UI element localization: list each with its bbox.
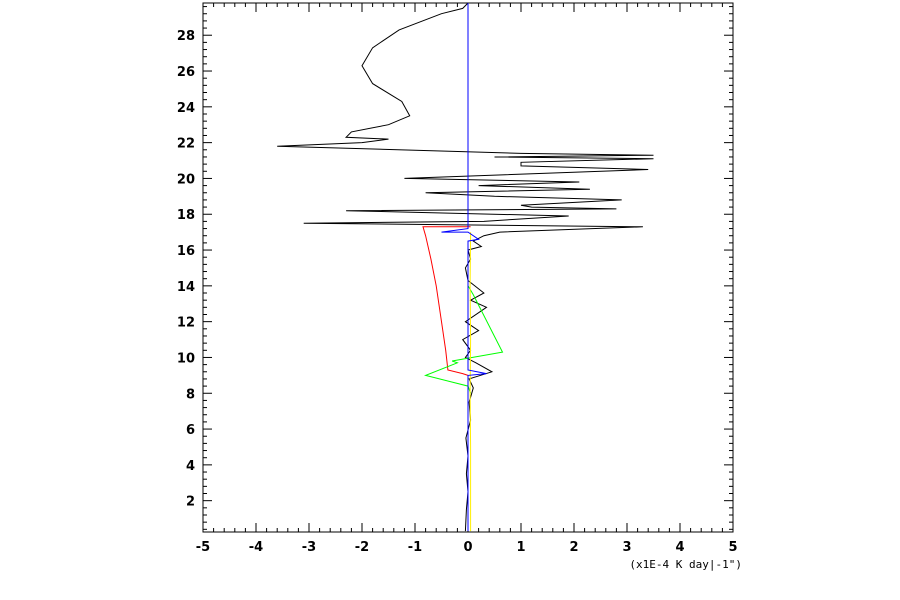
x-tick-label: 1	[516, 540, 525, 555]
y-tick-label: 12	[177, 316, 195, 331]
x-tick-label: -2	[355, 540, 369, 555]
y-tick-label: 24	[177, 101, 195, 116]
y-tick-label: 16	[177, 244, 195, 259]
x-tick-label: -1	[408, 540, 422, 555]
y-tick-label: 28	[177, 29, 195, 44]
series-line-4	[441, 3, 487, 532]
x-axis-unit-label: (x1E-4 K day|-1")	[629, 558, 742, 571]
x-tick-label: 4	[675, 540, 684, 555]
series-line-0	[277, 3, 654, 532]
series-line-2	[423, 285, 504, 394]
y-tick-label: 8	[186, 387, 195, 402]
y-tick-label: 22	[177, 137, 195, 152]
x-tick-label: 3	[622, 540, 631, 555]
y-tick-label: 18	[177, 208, 195, 223]
x-tick-label: 2	[569, 540, 578, 555]
x-ticks: -5 -4 -3 -2 -1 0 1 2 3 4 5	[196, 3, 738, 555]
y-tick-label: 26	[177, 65, 195, 80]
x-tick-label: -3	[302, 540, 316, 555]
series-line-1	[422, 226, 471, 376]
series-line-3	[469, 232, 472, 532]
y-tick-label: 20	[177, 172, 195, 187]
x-tick-label: -4	[249, 540, 263, 555]
y-tick-label: 6	[186, 423, 195, 438]
x-tick-label: 5	[728, 540, 737, 555]
y-tick-label: 14	[177, 280, 195, 295]
x-tick-label: -5	[196, 540, 210, 555]
y-tick-label: 4	[186, 459, 195, 474]
y-tick-label: 10	[177, 351, 195, 366]
series-lines	[277, 3, 654, 532]
y-tick-label: 2	[186, 495, 195, 510]
x-tick-label: 0	[463, 540, 472, 555]
